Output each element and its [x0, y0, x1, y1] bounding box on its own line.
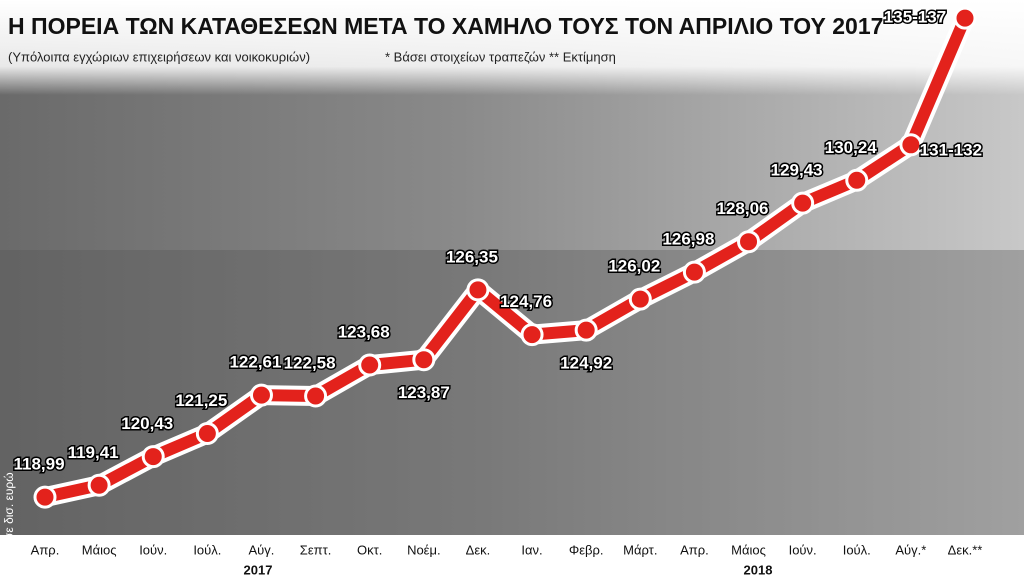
value-label: 122,61: [229, 353, 281, 372]
x-tick-label: Αύγ.*: [895, 542, 926, 557]
value-label: 123,87: [398, 383, 450, 402]
value-label: 124,92: [560, 354, 612, 373]
x-tick-label: Δεκ.**: [948, 542, 983, 557]
x-tick-label: Μάρτ.: [623, 542, 657, 557]
value-label: 126,35: [446, 247, 498, 266]
x-tick-label: Μάιος: [731, 542, 766, 557]
value-label: 131-132: [920, 140, 982, 159]
point: [249, 383, 273, 407]
x-tick-label: Απρ.: [680, 542, 709, 557]
value-label: 130,24: [825, 138, 878, 157]
value-label: 126,98: [662, 230, 714, 249]
x-tick-label: Φεβρ.: [569, 542, 604, 557]
value-label: 118,99: [13, 455, 64, 474]
value-label: 124,76: [500, 292, 552, 311]
x-tick-label: Οκτ.: [357, 542, 382, 557]
point: [791, 191, 815, 215]
x-tick-label: Αύγ.: [249, 542, 275, 557]
x-tick-label: Μάιος: [82, 542, 117, 557]
point: [466, 278, 490, 302]
value-label: 121,25: [175, 391, 227, 410]
value-label: 120,43: [121, 414, 173, 433]
x-tick-label: Δεκ.: [466, 542, 491, 557]
year-label: 2018: [744, 562, 773, 577]
point: [953, 6, 977, 30]
year-label: 2017: [244, 562, 273, 577]
value-label: 122,58: [284, 354, 336, 373]
x-tick-label: Νοέμ.: [407, 542, 441, 557]
point: [628, 287, 652, 311]
value-label: 135-137: [884, 8, 946, 27]
point: [574, 318, 598, 342]
point: [899, 133, 923, 157]
value-label: 119,41: [68, 443, 119, 462]
point: [141, 445, 165, 469]
x-tick-label: Ιαν.: [521, 542, 542, 557]
point: [33, 485, 57, 509]
point: [304, 384, 328, 408]
value-label: 129,43: [771, 161, 823, 180]
x-tick-label: Ιούλ.: [843, 542, 871, 557]
x-tick-label: Ιούν.: [789, 542, 817, 557]
point: [682, 260, 706, 284]
value-label: 128,06: [717, 199, 769, 218]
point: [87, 473, 111, 497]
point: [412, 348, 436, 372]
value-label: 126,02: [608, 257, 660, 276]
x-tick-label: Ιούν.: [139, 542, 167, 557]
point: [737, 230, 761, 254]
y-axis-label: σε δισ. ευρώ: [2, 472, 16, 540]
point: [845, 168, 869, 192]
value-label: 123,68: [338, 323, 390, 342]
point: [520, 323, 544, 347]
axis-band: [0, 535, 1024, 583]
photo-shade: [0, 250, 1024, 540]
x-tick-label: Ιούλ.: [193, 542, 221, 557]
point: [195, 421, 219, 445]
x-tick-label: Απρ.: [31, 542, 60, 557]
x-tick-label: Σεπτ.: [300, 542, 332, 557]
chart-title: Η ΠΟΡΕΙΑ ΤΩΝ ΚΑΤΑΘΕΣΕΩΝ ΜΕΤΑ ΤΟ ΧΑΜΗΛΟ Τ…: [8, 13, 883, 39]
subtitle: (Υπόλοιπα εγχώριων επιχειρήσεων και νοικ…: [8, 49, 310, 64]
note: * Βάσει στοιχείων τραπεζών ** Εκτίμηση: [385, 49, 616, 64]
point: [358, 353, 382, 377]
title-band: [0, 0, 1024, 95]
